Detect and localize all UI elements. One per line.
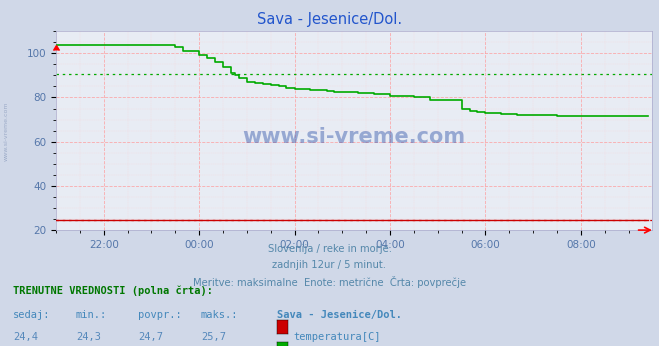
Text: zadnjih 12ur / 5 minut.: zadnjih 12ur / 5 minut. — [273, 260, 386, 270]
Text: Slovenija / reke in morje.: Slovenija / reke in morje. — [268, 244, 391, 254]
Text: 24,7: 24,7 — [138, 332, 163, 342]
Text: Sava - Jesenice/Dol.: Sava - Jesenice/Dol. — [277, 310, 402, 320]
Text: www.si-vreme.com: www.si-vreme.com — [243, 127, 466, 147]
Text: www.si-vreme.com: www.si-vreme.com — [3, 102, 9, 161]
Text: sedaj:: sedaj: — [13, 310, 51, 320]
Text: TRENUTNE VREDNOSTI (polna črta):: TRENUTNE VREDNOSTI (polna črta): — [13, 285, 213, 296]
Text: 24,4: 24,4 — [13, 332, 38, 342]
Text: 24,3: 24,3 — [76, 332, 101, 342]
Text: maks.:: maks.: — [201, 310, 239, 320]
Text: 25,7: 25,7 — [201, 332, 226, 342]
Text: povpr.:: povpr.: — [138, 310, 182, 320]
Text: temperatura[C]: temperatura[C] — [293, 332, 381, 342]
Text: Meritve: maksimalne  Enote: metrične  Črta: povprečje: Meritve: maksimalne Enote: metrične Črta… — [193, 276, 466, 288]
Text: min.:: min.: — [76, 310, 107, 320]
Text: Sava - Jesenice/Dol.: Sava - Jesenice/Dol. — [257, 12, 402, 27]
